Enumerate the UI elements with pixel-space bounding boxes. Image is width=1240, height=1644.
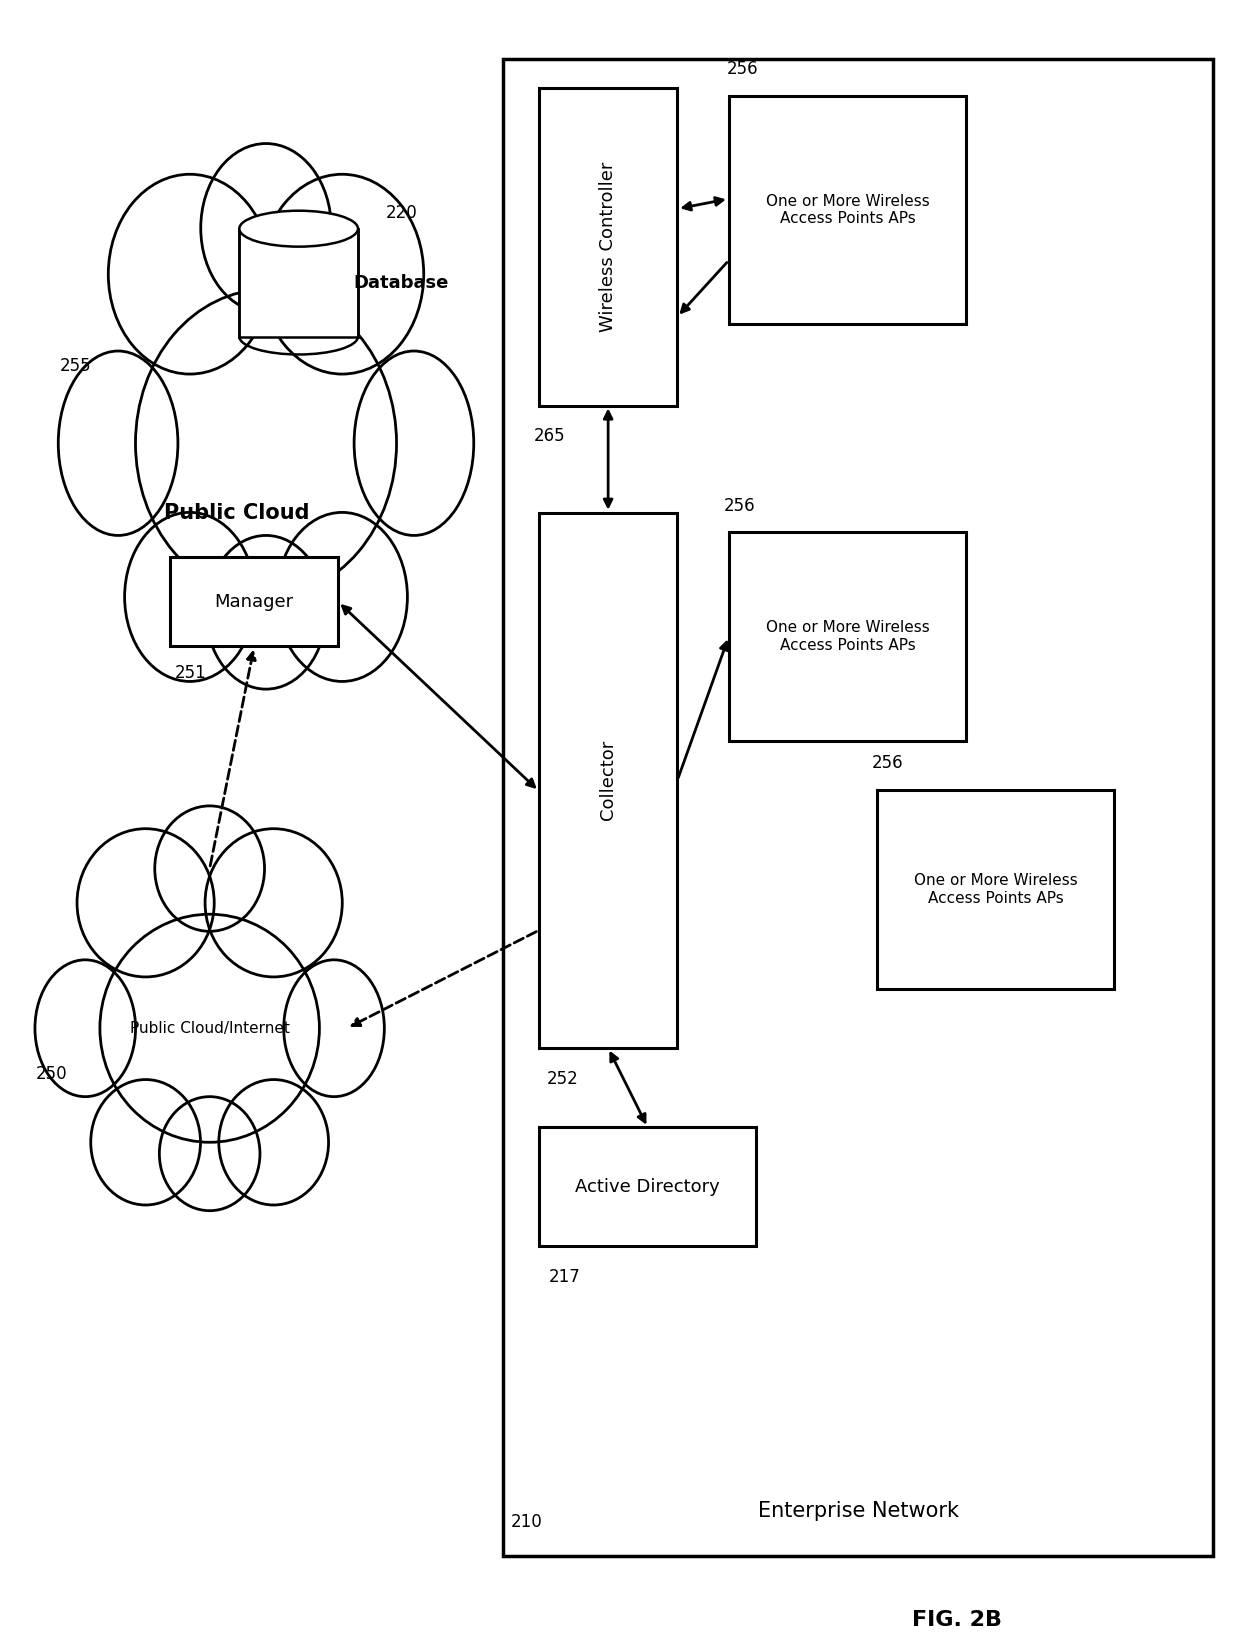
- Bar: [239, 229, 358, 337]
- Ellipse shape: [260, 174, 424, 375]
- Bar: [503, 59, 1213, 1555]
- Bar: [729, 533, 966, 741]
- Text: Public Cloud: Public Cloud: [164, 503, 309, 523]
- Text: 265: 265: [534, 427, 565, 446]
- Ellipse shape: [201, 143, 331, 312]
- Ellipse shape: [218, 1080, 329, 1205]
- Text: 217: 217: [549, 1268, 580, 1286]
- Ellipse shape: [239, 210, 358, 247]
- Text: 251: 251: [175, 664, 207, 682]
- Text: Collector: Collector: [599, 740, 618, 820]
- Bar: [539, 513, 677, 1049]
- Ellipse shape: [206, 536, 326, 689]
- Ellipse shape: [284, 960, 384, 1097]
- Ellipse shape: [77, 829, 215, 977]
- Text: One or More Wireless
Access Points APs: One or More Wireless Access Points APs: [914, 873, 1078, 906]
- Ellipse shape: [155, 806, 264, 931]
- Ellipse shape: [135, 289, 397, 597]
- Ellipse shape: [108, 174, 272, 375]
- Bar: [170, 557, 339, 646]
- Text: 210: 210: [511, 1512, 543, 1531]
- Text: Manager: Manager: [215, 593, 294, 612]
- Ellipse shape: [91, 1080, 201, 1205]
- Ellipse shape: [277, 513, 408, 682]
- Text: 256: 256: [724, 496, 755, 515]
- Text: 256: 256: [872, 755, 904, 773]
- Text: Active Directory: Active Directory: [575, 1177, 720, 1195]
- Text: 256: 256: [727, 61, 759, 79]
- Ellipse shape: [205, 829, 342, 977]
- Text: 220: 220: [386, 204, 418, 222]
- Text: One or More Wireless
Access Points APs: One or More Wireless Access Points APs: [765, 194, 929, 227]
- Ellipse shape: [58, 352, 177, 536]
- Text: Public Cloud/Internet: Public Cloud/Internet: [130, 1021, 290, 1036]
- Ellipse shape: [35, 960, 135, 1097]
- Text: One or More Wireless
Access Points APs: One or More Wireless Access Points APs: [765, 620, 929, 653]
- Ellipse shape: [124, 513, 255, 682]
- Text: 252: 252: [547, 1070, 579, 1088]
- Bar: [539, 89, 677, 406]
- Text: 250: 250: [36, 1065, 67, 1083]
- Text: Database: Database: [353, 273, 449, 291]
- Bar: [729, 97, 966, 324]
- Text: Wireless Controller: Wireless Controller: [599, 161, 618, 332]
- Bar: [539, 1128, 756, 1246]
- Text: Enterprise Network: Enterprise Network: [758, 1501, 959, 1521]
- Ellipse shape: [160, 1097, 260, 1210]
- Bar: [877, 791, 1115, 988]
- Text: FIG. 2B: FIG. 2B: [913, 1609, 1002, 1631]
- Text: 255: 255: [60, 357, 91, 375]
- Ellipse shape: [100, 914, 320, 1143]
- Ellipse shape: [355, 352, 474, 536]
